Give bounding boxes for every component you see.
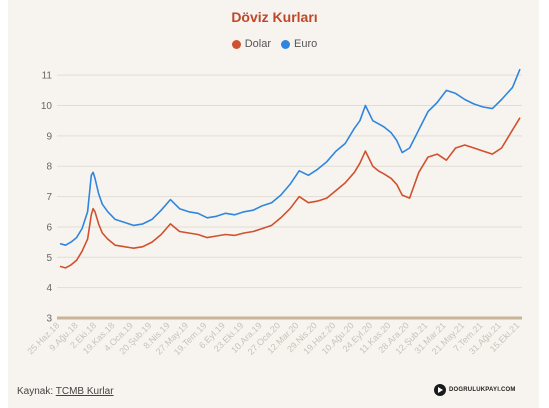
logo-text: DOGRULUKPAYI.COM: [449, 387, 516, 393]
legend-label-euro: Euro: [294, 38, 318, 50]
legend-dot-dolar: [231, 39, 241, 49]
y-tick-label: 9: [46, 131, 52, 142]
source-note: Kaynak: TCMB Kurlar: [17, 386, 114, 397]
series-line-euro: [59, 68, 521, 246]
x-baseline: [57, 316, 522, 320]
legend-dot-euro: [281, 39, 291, 49]
y-tick-label: 3: [46, 314, 52, 325]
y-tick-label: 10: [41, 101, 53, 112]
series-line-dolar: [59, 117, 521, 269]
legend-item-dolar[interactable]: Dolar: [231, 38, 272, 50]
legend-item-euro[interactable]: Euro: [281, 38, 317, 50]
y-tick-label: 4: [46, 283, 52, 294]
y-tick-label: 11: [42, 71, 53, 82]
y-tick-label: 5: [46, 253, 52, 264]
grid-lines: [57, 74, 522, 320]
y-tick-label: 7: [46, 192, 52, 203]
y-tick-label: 8: [46, 162, 52, 173]
y-tick-label: 6: [46, 222, 52, 233]
chart-title: Döviz Kurları: [231, 9, 318, 25]
x-axis: 25.Haz.189.Ağu.182.Eki.1819.Kas.184.Oca.…: [25, 320, 521, 357]
play-logo-icon: [434, 384, 446, 396]
legend-label-dolar: Dolar: [244, 38, 272, 50]
source-link[interactable]: TCMB Kurlar: [55, 386, 114, 397]
brand-logo[interactable]: DOGRULUKPAYI.COM: [434, 384, 516, 396]
chart-card: [8, 0, 539, 408]
chart-legend: Dolar Euro: [0, 38, 549, 50]
y-axis: 3 4 5 6 7 8 9 10 11: [41, 71, 53, 325]
source-label: Kaynak:: [17, 386, 54, 397]
series-lines: [59, 68, 521, 269]
